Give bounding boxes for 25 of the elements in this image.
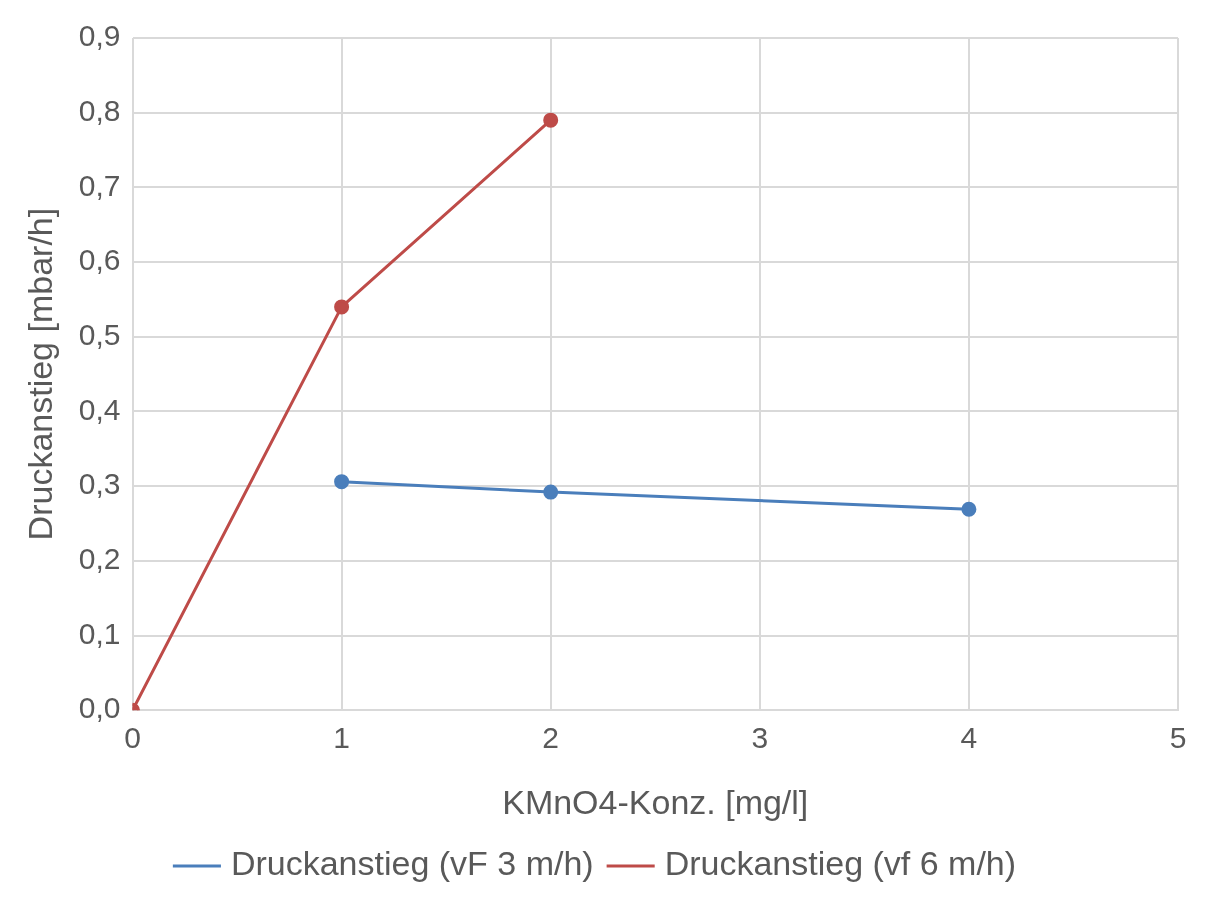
point (334, 474, 350, 490)
y-tick-label: 0,8 (78, 93, 121, 127)
legend-label: Druckanstieg (vF 3 m/h) (230, 844, 594, 883)
y-tick-label: 0,0 (78, 691, 121, 725)
y-tick-label: 0,2 (78, 542, 121, 576)
point (334, 299, 350, 315)
x-tick-label: 0 (124, 721, 141, 755)
x-tick-label: 1 (333, 721, 350, 755)
x-tick-label: 3 (751, 721, 769, 755)
y-tick-label: 0,5 (78, 318, 121, 352)
x-tick-label: 5 (1169, 721, 1187, 755)
y-axis-title: Druckanstieg [mbar/h] (20, 207, 59, 541)
x-tick-label: 4 (960, 721, 978, 755)
point (543, 112, 559, 128)
legend-label: Druckanstieg (vf 6 m/h) (664, 844, 1017, 883)
y-tick-label: 0,3 (78, 467, 121, 501)
point (543, 484, 559, 500)
y-tick-label: 0,4 (78, 392, 121, 426)
y-tick-label: 0,9 (78, 19, 121, 53)
y-tick-label: 0,1 (78, 616, 121, 650)
x-axis-title: KMnO4-Konz. [mg/l] (502, 782, 809, 821)
x-tick-label: 2 (542, 721, 560, 755)
y-tick-label: 0,7 (78, 168, 121, 202)
y-tick-label: 0,6 (78, 243, 121, 277)
point (961, 501, 977, 517)
